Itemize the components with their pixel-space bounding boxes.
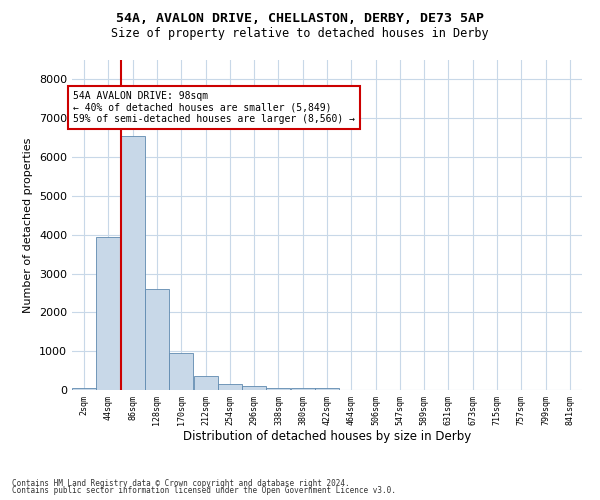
Text: 54A, AVALON DRIVE, CHELLASTON, DERBY, DE73 5AP: 54A, AVALON DRIVE, CHELLASTON, DERBY, DE… [116,12,484,26]
Bar [145,289,169,390]
Bar [242,386,266,390]
Bar [121,136,145,390]
Text: Contains public sector information licensed under the Open Government Licence v3: Contains public sector information licen… [12,486,396,495]
Bar [218,384,242,390]
Bar [194,376,218,390]
Text: Contains HM Land Registry data © Crown copyright and database right 2024.: Contains HM Land Registry data © Crown c… [12,478,350,488]
Bar [315,388,339,390]
Text: Size of property relative to detached houses in Derby: Size of property relative to detached ho… [111,28,489,40]
Y-axis label: Number of detached properties: Number of detached properties [23,138,34,312]
Bar [97,236,121,390]
X-axis label: Distribution of detached houses by size in Derby: Distribution of detached houses by size … [183,430,471,444]
Bar [169,353,193,390]
Bar [266,388,290,390]
Bar [290,388,315,390]
Bar [72,388,96,390]
Text: 54A AVALON DRIVE: 98sqm
← 40% of detached houses are smaller (5,849)
59% of semi: 54A AVALON DRIVE: 98sqm ← 40% of detache… [73,91,355,124]
